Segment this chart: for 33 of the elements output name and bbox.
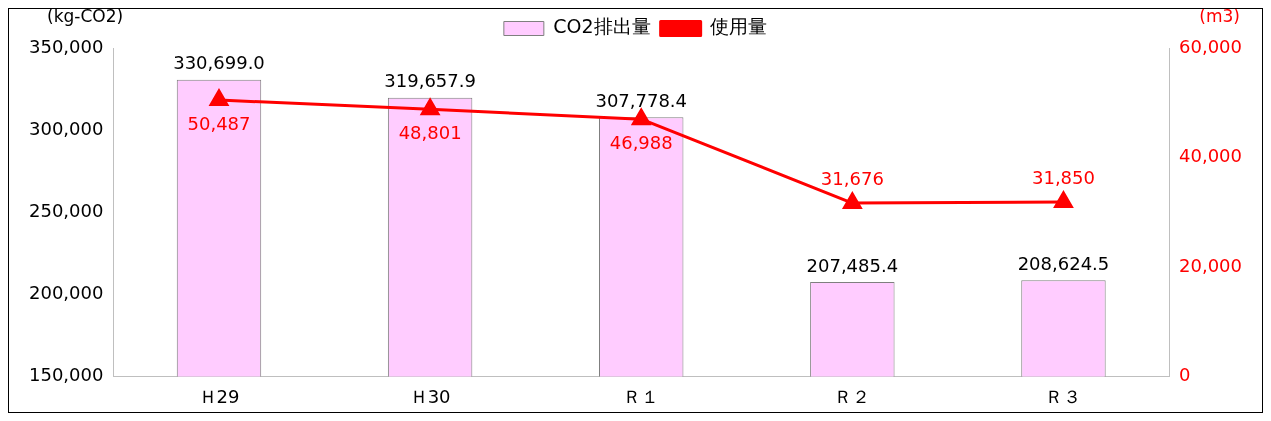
- x-tick-label: Ｒ１: [623, 385, 660, 407]
- y2-axis-title: (m3): [1199, 5, 1240, 26]
- point: [420, 98, 440, 116]
- y2-tick-label: 40,000: [1179, 145, 1242, 167]
- x-tick-label: Ｈ29: [198, 385, 240, 407]
- point: [209, 89, 229, 107]
- y-tick-label: 200,000: [29, 281, 104, 303]
- data-label: 330,699.0: [173, 52, 265, 74]
- point: [1054, 191, 1073, 209]
- legend-label: CO2排出量: [553, 15, 651, 38]
- y-tick-label: 250,000: [29, 199, 104, 221]
- x-tick-label: Ｈ30: [409, 385, 451, 407]
- data-label: 50,487: [187, 112, 251, 134]
- point: [631, 108, 651, 126]
- y-tick-label: 150,000: [29, 364, 104, 386]
- data-label: 46,988: [609, 131, 673, 153]
- y2-tick-label: 20,000: [1179, 254, 1242, 276]
- data-label: 31,850: [1031, 166, 1095, 188]
- data-label: 307,778.4: [595, 90, 688, 111]
- data-label: 31,676: [820, 167, 884, 189]
- point: [843, 192, 862, 210]
- y-tick-label: 350,000: [29, 35, 104, 57]
- data-label: 207,485.4: [806, 254, 899, 276]
- y2-tick-label: 60,000: [1179, 35, 1242, 57]
- y-tick-label: 300,000: [29, 117, 104, 139]
- legend-label: 使用量: [710, 15, 768, 38]
- x-tick-label: Ｒ２: [834, 385, 871, 407]
- data-label: 48,801: [398, 121, 462, 143]
- y2-tick-label: 0: [1179, 364, 1191, 386]
- data-label: 208,624.5: [1017, 252, 1110, 274]
- x-tick-label: Ｒ３: [1045, 385, 1082, 407]
- y-axis-title: (kg-CO2): [47, 5, 124, 26]
- data-label: 319,657.9: [384, 70, 476, 92]
